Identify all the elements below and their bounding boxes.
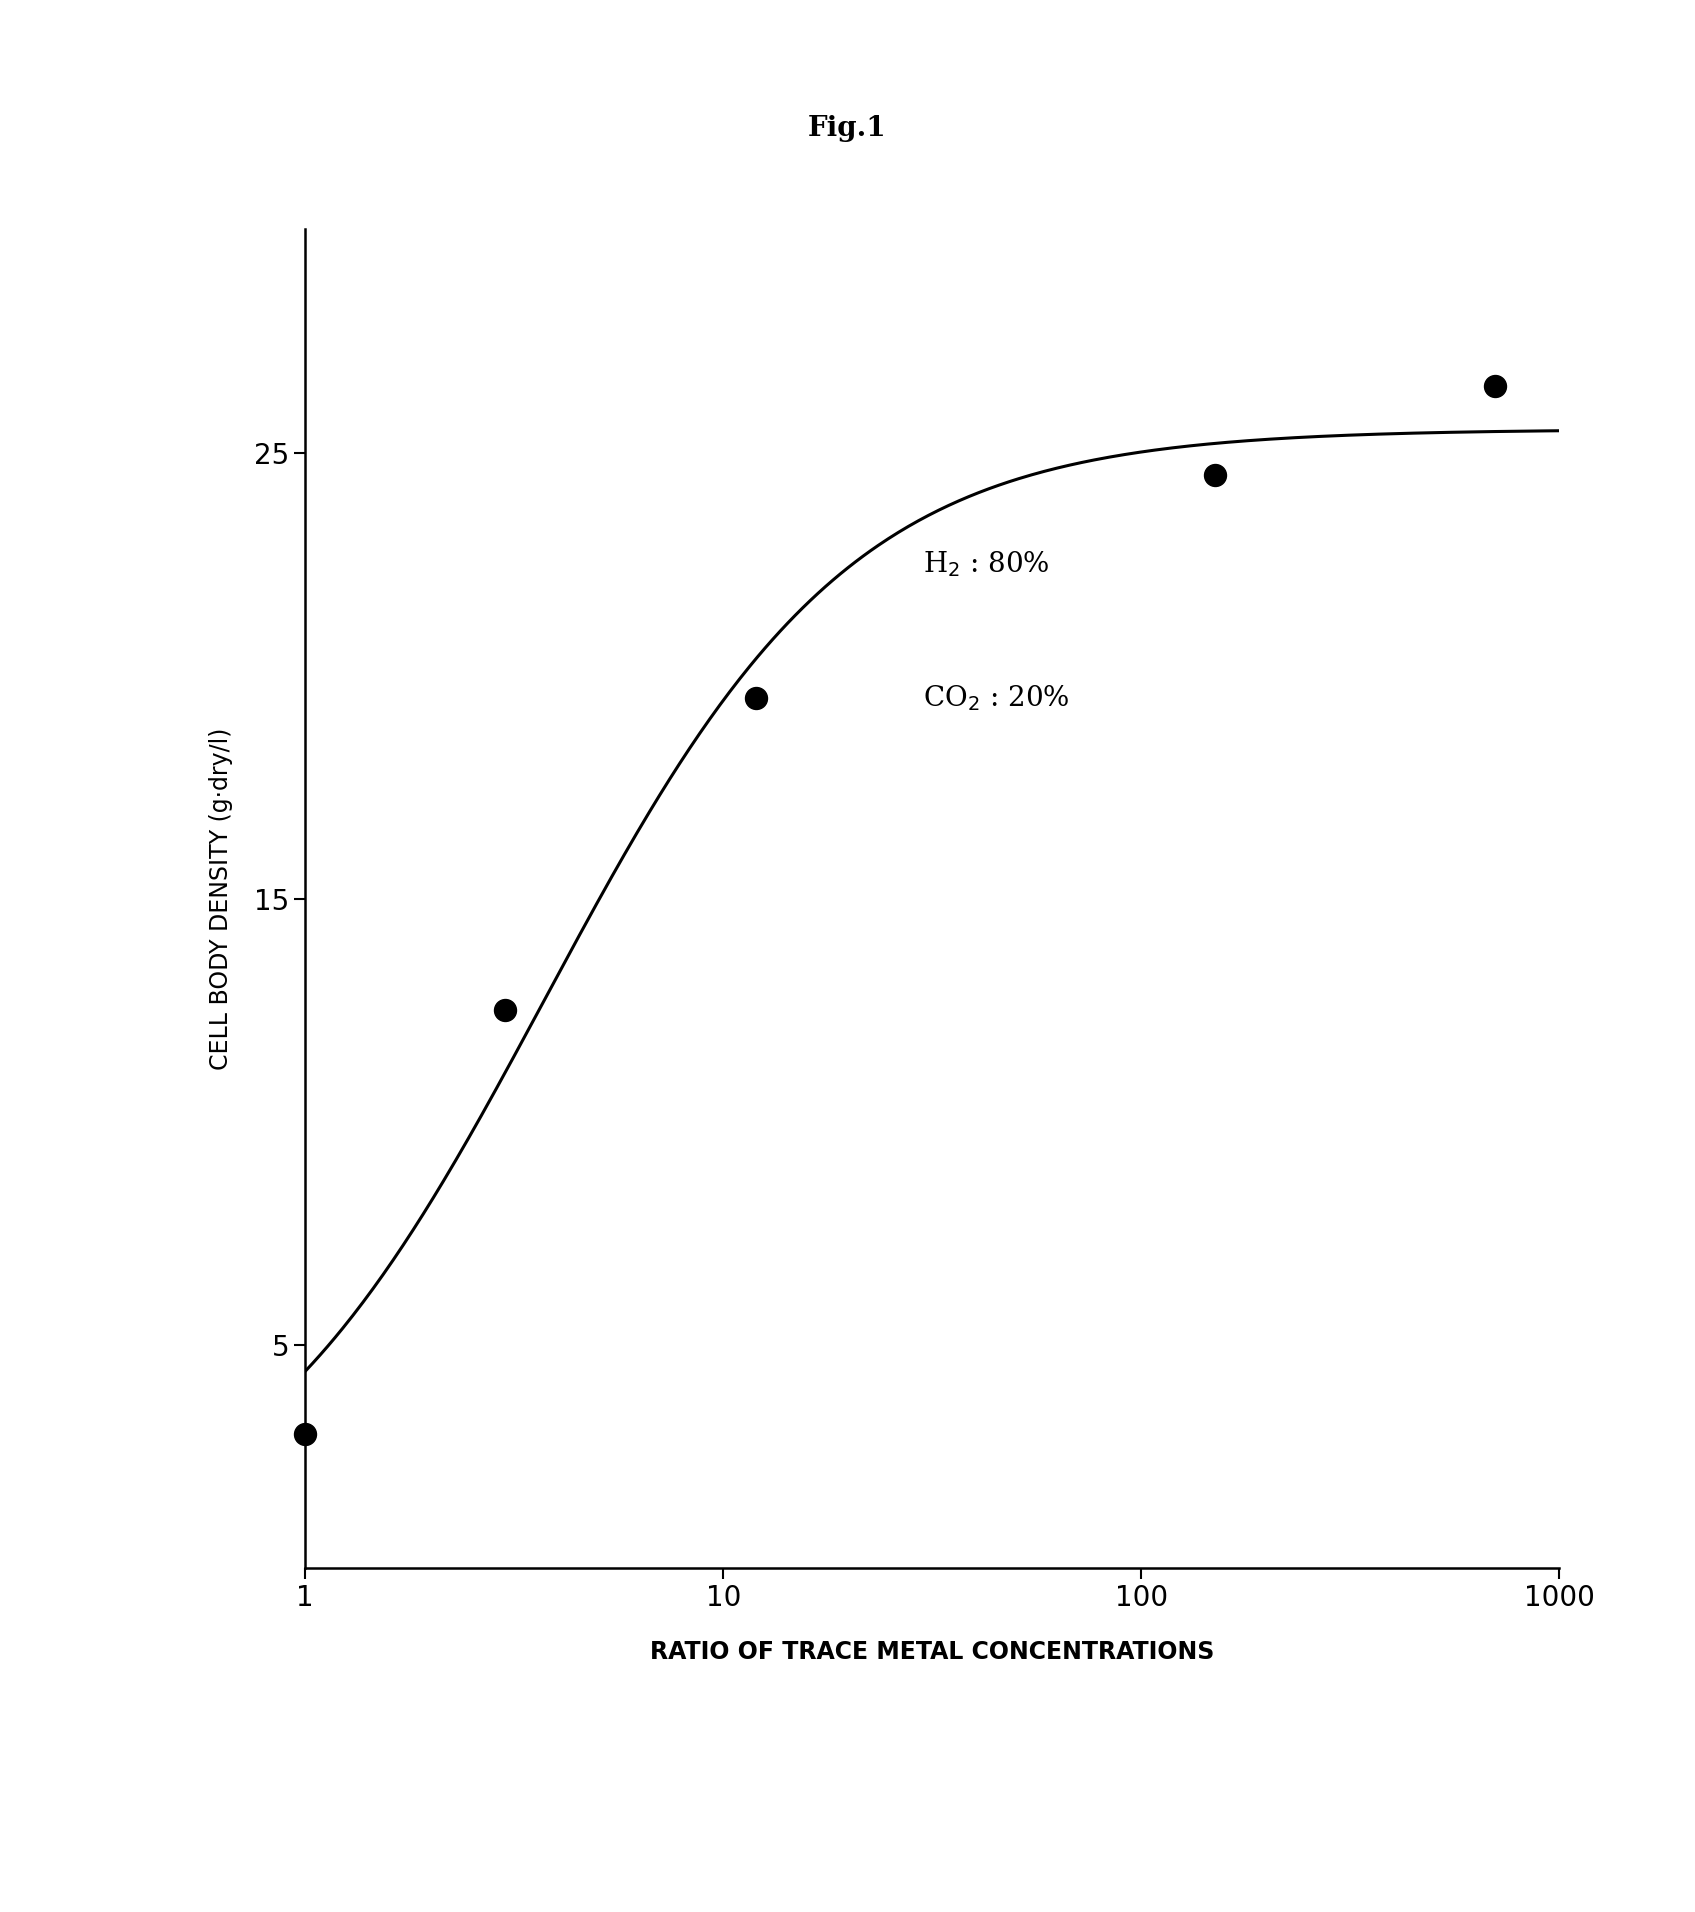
Text: Fig.1: Fig.1: [809, 115, 886, 141]
X-axis label: RATIO OF TRACE METAL CONCENTRATIONS: RATIO OF TRACE METAL CONCENTRATIONS: [651, 1640, 1214, 1663]
Point: [492, 994, 519, 1025]
Y-axis label: CELL BODY DENSITY (g·dry/l): CELL BODY DENSITY (g·dry/l): [208, 727, 232, 1071]
Text: H$_2$ : 80%: H$_2$ : 80%: [922, 549, 1049, 579]
Point: [1202, 459, 1229, 489]
Point: [292, 1419, 319, 1449]
Point: [1481, 371, 1509, 402]
Point: [742, 683, 770, 713]
Text: CO$_2$ : 20%: CO$_2$ : 20%: [922, 683, 1070, 713]
